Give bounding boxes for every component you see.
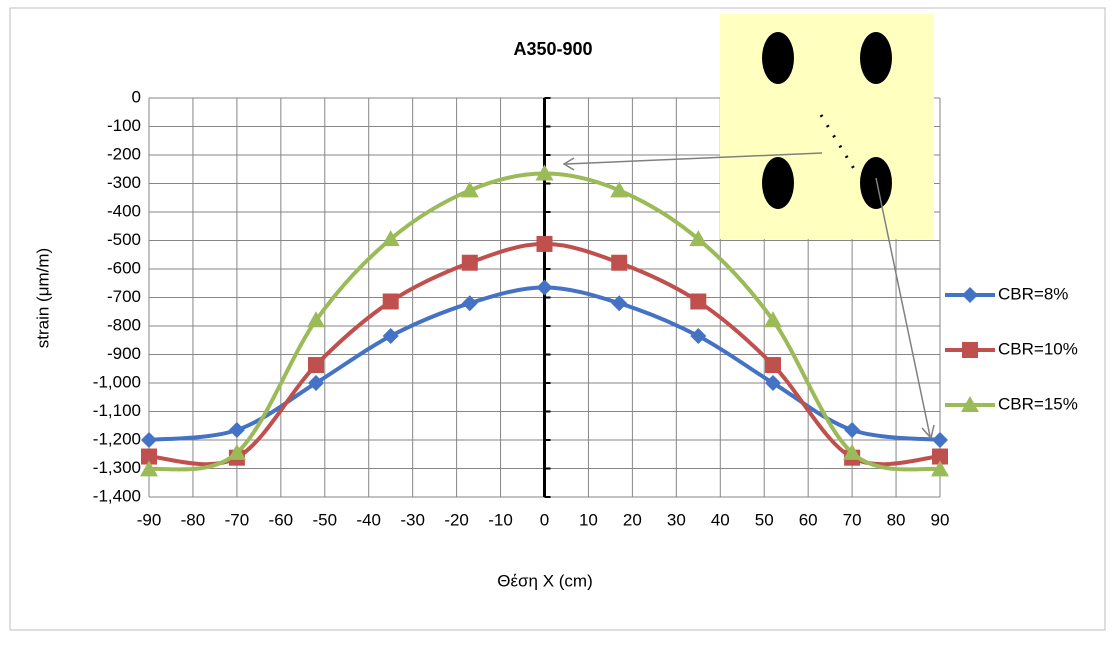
y-tick-label: -400 — [107, 201, 141, 220]
marker — [382, 293, 399, 310]
y-tick-label: -800 — [107, 315, 141, 334]
pointer-arrow — [875, 177, 931, 437]
marker — [931, 460, 949, 477]
x-tick-label: -30 — [400, 510, 425, 529]
legend-label: CBR=8% — [998, 284, 1068, 303]
inset — [562, 14, 935, 440]
marker — [460, 181, 479, 198]
marker — [535, 164, 554, 181]
marker — [461, 295, 478, 312]
x-axis-label: Θέση X (cm) — [497, 571, 593, 590]
wheel — [762, 32, 794, 84]
x-tick-label: -80 — [181, 510, 206, 529]
y-tick-label: -700 — [107, 287, 141, 306]
arrow-head — [562, 157, 575, 171]
marker — [765, 375, 782, 391]
plot-area: 0-100-200-300-400-500-600-700-800-900-1,… — [93, 87, 950, 529]
legend-label: CBR=10% — [998, 339, 1078, 358]
y-tick-label: -1,300 — [93, 458, 141, 477]
x-tick-label: -50 — [312, 510, 337, 529]
y-axis-label: strain (μm/m) — [33, 248, 52, 348]
y-tick-label: -100 — [107, 116, 141, 135]
y-tick-label: -1,200 — [93, 429, 141, 448]
y-tick-label: -900 — [107, 344, 141, 363]
arrow-head — [921, 424, 935, 440]
y-tick-label: -500 — [107, 230, 141, 249]
marker — [536, 235, 553, 252]
marker — [141, 432, 157, 448]
x-tick-label: -20 — [444, 510, 469, 529]
wheel — [860, 157, 892, 209]
chart-border — [9, 7, 1106, 631]
marker — [932, 432, 948, 448]
marker — [961, 396, 979, 412]
marker — [140, 460, 158, 477]
marker — [844, 422, 861, 439]
marker — [843, 443, 862, 460]
y-tick-label: -600 — [107, 258, 141, 277]
marker — [228, 422, 245, 439]
marker — [382, 327, 399, 344]
marker — [307, 375, 324, 391]
marker — [381, 230, 400, 247]
marker — [690, 293, 707, 310]
marker — [611, 254, 628, 271]
wheel — [860, 32, 892, 84]
marker — [689, 230, 708, 247]
pointer-arrow — [565, 152, 823, 165]
y-tick-label: -1,100 — [93, 401, 141, 420]
marker — [141, 448, 157, 465]
marker — [765, 357, 782, 374]
x-tick-label: 20 — [623, 510, 642, 529]
x-tick-label: 50 — [755, 510, 774, 529]
chart-title: A350-900 — [513, 39, 592, 59]
marker — [227, 443, 246, 460]
marker — [306, 311, 325, 328]
x-tick-label: 30 — [667, 510, 686, 529]
marker — [962, 287, 978, 303]
x-tick-label: 40 — [711, 510, 730, 529]
marker — [764, 311, 783, 328]
marker — [610, 181, 629, 198]
x-tick-label: -70 — [225, 510, 250, 529]
y-tick-label: -1,000 — [93, 372, 141, 391]
wheel — [762, 157, 794, 209]
x-tick-label: -60 — [269, 510, 294, 529]
marker — [962, 342, 978, 358]
y-tick-label: -300 — [107, 173, 141, 192]
marker — [307, 357, 324, 374]
marker — [611, 295, 628, 312]
marker — [536, 279, 553, 296]
x-tick-label: 10 — [579, 510, 598, 529]
x-tick-label: 80 — [887, 510, 906, 529]
x-tick-label: 0 — [540, 510, 549, 529]
legend-label: CBR=15% — [998, 394, 1078, 413]
y-tick-label: -200 — [107, 144, 141, 163]
x-tick-label: 90 — [931, 510, 950, 529]
marker — [461, 254, 478, 271]
x-tick-label: -40 — [356, 510, 381, 529]
y-tick-label: -1,400 — [93, 486, 141, 505]
x-tick-label: -90 — [137, 510, 162, 529]
marker — [932, 448, 948, 465]
marker — [690, 327, 707, 344]
x-tick-label: 70 — [843, 510, 862, 529]
x-tick-label: -10 — [488, 510, 513, 529]
x-tick-label: 60 — [799, 510, 818, 529]
y-tick-label: 0 — [132, 87, 141, 106]
